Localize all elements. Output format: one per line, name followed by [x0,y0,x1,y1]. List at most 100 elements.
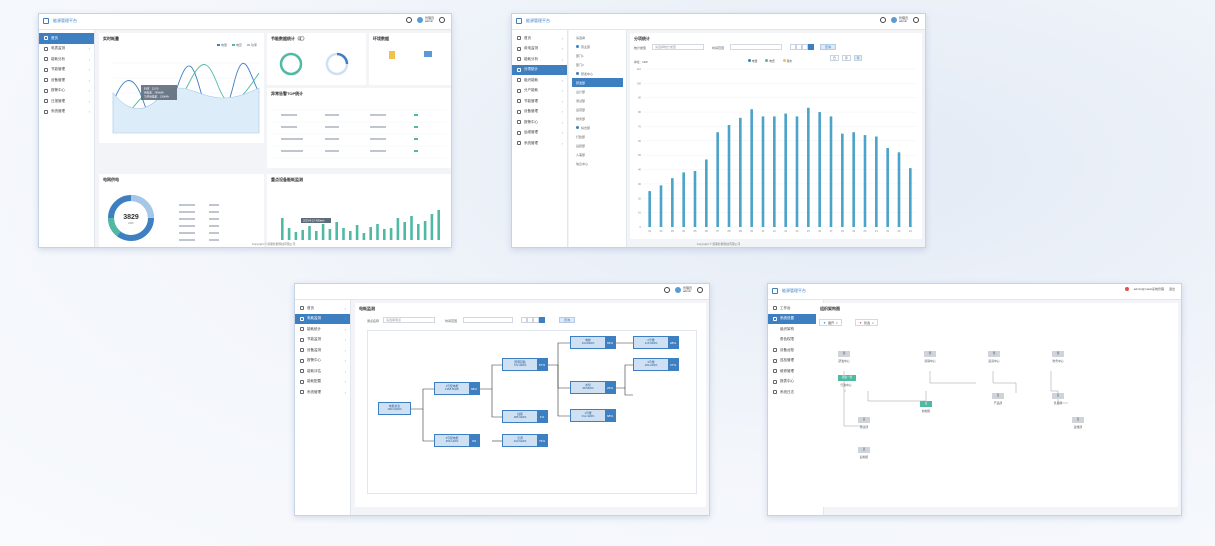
org-avatar[interactable]: 部 [924,351,936,357]
org-avatar[interactable]: 员 [992,393,1004,399]
sidebar-item-7[interactable]: 设备管理 › [512,107,567,118]
sidebar-item-3[interactable]: 角色权限 [768,335,823,346]
expand-button[interactable]: ▼ 展开 × [819,319,842,326]
power-icon[interactable] [697,287,703,293]
sidebar-item-7[interactable]: 系统管理 › [39,107,94,118]
tab-2[interactable]: 年 [853,55,863,61]
query-button[interactable]: 查询 [820,44,836,50]
sidebar-item-5[interactable]: 巡检管理› [768,356,823,367]
user-menu[interactable]: 管理员 admin [416,17,434,23]
power-icon[interactable] [913,17,919,23]
tree-node-10[interactable]: 综合部 [572,123,623,132]
tree-node-9[interactable]: 财务部 [572,114,623,123]
time-picker[interactable] [730,44,782,50]
org-avatar[interactable]: 员 [858,447,870,453]
bell-icon[interactable] [663,287,670,293]
sidebar-item-0[interactable]: 首页 › [295,303,350,314]
sidebar-item-0[interactable]: 工作台› [768,303,823,314]
org-avatar[interactable]: 部 [988,351,1000,357]
sidebar-item-2[interactable]: 组织架构 [768,324,823,335]
sidebar-item-3[interactable]: 分项统计 › [512,64,567,75]
query-button[interactable]: 查询 [559,317,575,323]
sidebar-item-0[interactable]: 首页 › [512,33,567,44]
user-menu[interactable]: 管理员 admin [890,17,908,23]
tab-1[interactable]: 月 [841,55,851,61]
sidebar-item-5[interactable]: 报警中心 › [295,356,350,367]
sidebar-item-6[interactable]: 日报管理 › [39,96,94,107]
sidebar-item-8[interactable]: 系统日志› [768,387,823,398]
flow-node-10[interactable]: 3号楼 184.2kWh 27% [633,358,679,371]
org-avatar[interactable]: 员 [858,417,870,423]
sidebar-item-10[interactable]: 系统管理 › [512,138,567,149]
notification-icon[interactable] [1124,287,1129,291]
flow-node-9[interactable]: 2号楼 215.6kWh 28% [633,336,679,349]
flow-node-7[interactable]: 水泵 98.5kWh 26% [570,381,616,394]
sidebar-item-7[interactable]: 报表中心› [768,377,823,388]
user-label[interactable]: admin@maisi系统管理 [1133,287,1164,291]
tree-node-11[interactable]: 行政部 [572,132,623,141]
bell-icon[interactable] [879,17,886,23]
tree-node-3[interactable]: 部门2 [572,60,623,69]
range-toggle[interactable] [521,317,545,323]
sidebar-item-6[interactable]: 能耗评估 › [295,366,350,377]
tree-node-8[interactable]: 运营部 [572,105,623,114]
org-avatar[interactable]: 员 [1052,393,1064,399]
tree-node-2[interactable]: 部门1 [572,51,623,60]
sidebar-item-4[interactable]: 设备台账› [768,345,823,356]
flow-node-0[interactable]: 电能总表 1824.6kWh [378,402,411,415]
org-avatar[interactable]: 员 [1072,417,1084,423]
sidebar-item-4[interactable]: 组织能耗 › [512,75,567,86]
tree-node-5[interactable]: 研发部 [572,78,623,87]
sidebar-item-5[interactable]: 报警中心 › [39,86,94,97]
flow-node-3[interactable]: 照明回路 723.4kWh 57% [502,358,548,371]
sidebar-item-7[interactable]: 能耗配置 › [295,377,350,388]
tree-node-4[interactable]: 研发中心 [572,69,623,78]
sidebar-item-1[interactable]: 系统设置› [768,313,823,324]
org-node-selected[interactable]: 研发一部 [838,375,856,381]
user-menu[interactable]: 管理员 admin [674,287,692,293]
flow-node-5[interactable]: 空调 432.6kWh 76% [502,434,548,447]
sidebar-item-0[interactable]: 首页 › [39,33,94,44]
sidebar-item-6[interactable]: 节能管理 › [512,96,567,107]
flow-node-4[interactable]: 插座 285.3kWh 1% [502,410,548,423]
sidebar-item-1[interactable]: 电表监测 › [39,44,94,55]
tree-node-7[interactable]: 测试部 [572,96,623,105]
sidebar-item-2[interactable]: 能耗统计 › [295,324,350,335]
sidebar-item-8[interactable]: 系统管理 › [295,387,350,398]
sidebar-item-6[interactable]: 维修管理› [768,366,823,377]
sidebar-item-3[interactable]: 节能管理 › [39,65,94,76]
tree-node-13[interactable]: 人事部 [572,150,623,159]
flow-node-8[interactable]: 1号楼 312.4kWh 68% [570,409,616,422]
sidebar-item-2[interactable]: 能耗分析 › [39,54,94,65]
tree-node-14[interactable]: 信息中心 [572,159,623,168]
sidebar-item-1[interactable]: 用电监测 › [512,44,567,55]
sidebar-item-5[interactable]: 分户能耗 › [512,86,567,97]
range-toggle[interactable] [790,44,814,50]
filter-button[interactable]: ▼ 筛选 × [855,319,878,326]
type-select[interactable]: 请选择统计类型 [652,44,704,50]
sidebar-item-4[interactable]: 设备监测 › [295,345,350,356]
time-picker[interactable] [463,317,513,323]
org-avatar[interactable]: 员 [920,401,932,407]
flow-node-1[interactable]: 1号配电柜 1368.5kWh 68% [434,382,480,395]
logout-link[interactable]: 退出 [1168,287,1175,291]
tree-node-0[interactable]: 请选择 [572,33,623,42]
sidebar-item-2[interactable]: 能耗分析 › [512,54,567,65]
flow-node-6[interactable]: 电梯 190.8kWh 66% [570,336,616,349]
org-avatar[interactable]: 部 [838,351,850,357]
org-avatar[interactable]: 部 [1052,351,1064,357]
sidebar-item-9[interactable]: 运维管理 › [512,128,567,139]
sidebar-item-8[interactable]: 报警中心 › [512,117,567,128]
bell-icon[interactable] [405,17,412,23]
sidebar-item-3[interactable]: 节能监测 › [295,335,350,346]
point-select[interactable]: 请选择测点 [383,317,435,323]
legend-item[interactable]: 电费 [765,59,775,63]
sidebar-item-1[interactable]: 电耗监测 › [295,313,350,324]
power-icon[interactable] [439,17,445,23]
legend-item[interactable]: 电量 [748,59,757,63]
tree-node-6[interactable]: 设计部 [572,87,623,96]
tree-node-12[interactable]: 后勤部 [572,141,623,150]
tab-0[interactable]: 日 [830,55,839,61]
legend-item[interactable]: 用水 [782,59,792,63]
flow-node-2[interactable]: 2号配电柜 456.1kWh 3% [434,434,480,447]
